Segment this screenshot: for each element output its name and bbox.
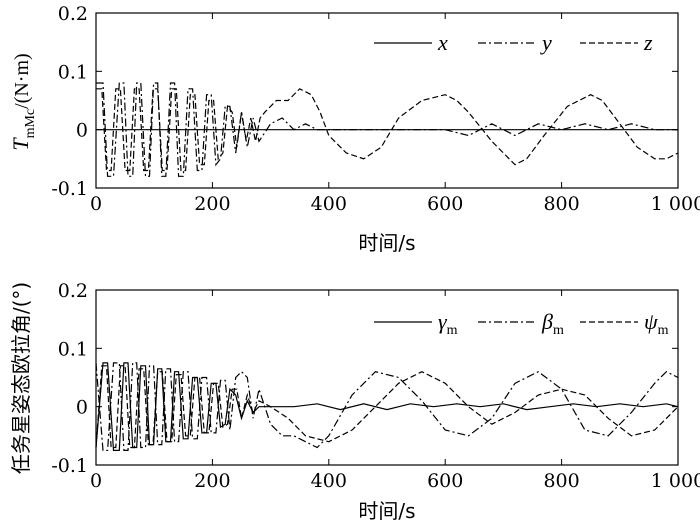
y-tick-label: -0.1 bbox=[51, 455, 88, 477]
plot-frame bbox=[95, 12, 679, 189]
y-tick-label: 0 bbox=[76, 120, 88, 142]
y-label-unit: /(N·m) bbox=[11, 53, 33, 109]
x-tick-label: 200 bbox=[194, 193, 230, 215]
legend-subscript: m bbox=[553, 323, 564, 338]
y-tick-label: 0 bbox=[76, 397, 88, 419]
series-line-γ bbox=[95, 362, 679, 451]
x-tick-label: 600 bbox=[427, 470, 463, 492]
y-tick-label: 0.1 bbox=[58, 338, 88, 360]
y-axis-label: 任务星姿态欧拉角/(°) bbox=[9, 282, 33, 474]
series-line-z bbox=[96, 88, 679, 172]
x-tick-label: 600 bbox=[427, 193, 463, 215]
y-tick-label: -0.1 bbox=[51, 178, 88, 200]
x-axis-label: 时间/s bbox=[358, 231, 415, 255]
legend-label-ψ: ψm bbox=[644, 309, 669, 338]
series-line-β bbox=[95, 362, 679, 451]
legend-subscript: m bbox=[447, 323, 458, 338]
x-tick-label: 800 bbox=[543, 193, 579, 215]
x-tick-label: 0 bbox=[90, 193, 102, 215]
y-label-symbol: T bbox=[8, 137, 33, 151]
torque-chart: 0 200 400 600 800 1 000-0.100.10.2时间/sTmMc/(N… bbox=[8, 3, 700, 255]
x-tick-label: 200 bbox=[194, 470, 230, 492]
legend-label-γ: γm bbox=[438, 309, 458, 338]
y-tick-label: 0.2 bbox=[58, 280, 88, 302]
x-tick-label: 400 bbox=[311, 193, 347, 215]
legend-label-β: βm bbox=[541, 309, 564, 338]
euler-angle-chart: 0 200 400 600 800 1 000-0.100.10.2时间/s任务星姿态欧拉… bbox=[9, 280, 700, 523]
x-tick-label: 1 000 bbox=[651, 470, 700, 492]
y-axis-label: TmMc/(N·m) bbox=[8, 53, 38, 150]
legend-label-z: z bbox=[643, 30, 653, 55]
y-tick-label: 0.2 bbox=[58, 3, 88, 25]
series-line-ψ bbox=[95, 365, 679, 449]
y-tick-label: 0.1 bbox=[58, 61, 88, 83]
legend-label-y: y bbox=[540, 30, 552, 55]
x-tick-label: 800 bbox=[543, 470, 579, 492]
x-tick-label: 1 000 bbox=[651, 193, 700, 215]
x-tick-label: 0 bbox=[90, 470, 102, 492]
series-line-y bbox=[96, 82, 678, 177]
legend-label-x: x bbox=[437, 30, 448, 55]
x-tick-label: 400 bbox=[311, 470, 347, 492]
y-label-subscript: mMc bbox=[23, 109, 38, 139]
legend-subscript: m bbox=[658, 323, 669, 338]
x-axis-label: 时间/s bbox=[358, 499, 415, 523]
